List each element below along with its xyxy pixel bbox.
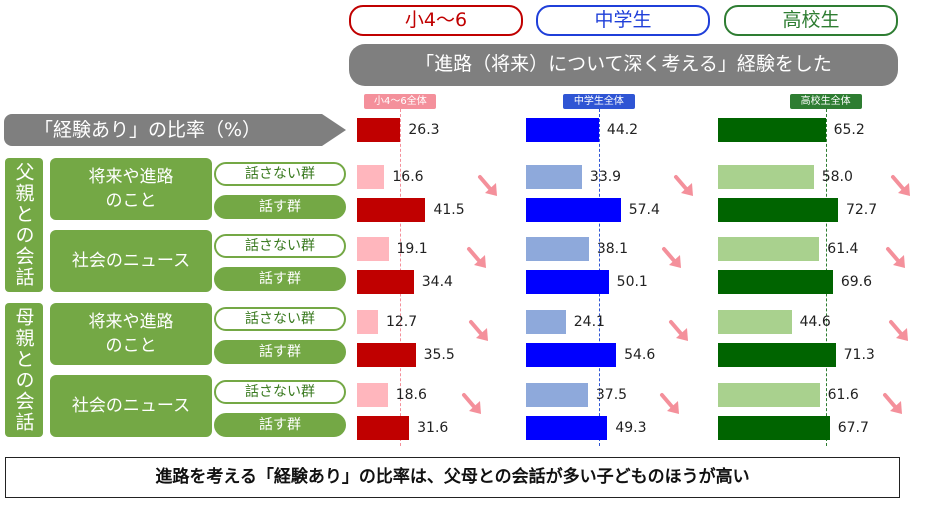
title-banner: 「進路（将来）について深く考える」経験をした — [349, 44, 898, 86]
value-label-high-school-5: 44.6 — [799, 314, 831, 330]
bar-elementary-4 — [357, 270, 414, 294]
total-tag-elementary: 小4〜6全体 — [364, 94, 437, 109]
increase-arrow-icon — [661, 247, 681, 268]
value-label-junior-high-8: 49.3 — [615, 420, 647, 436]
bar-junior-high-7 — [526, 383, 588, 407]
overall-row-label: 「経験あり」の比率（%） — [4, 114, 346, 146]
value-label-junior-high-3: 38.1 — [596, 241, 629, 257]
reference-line-elementary — [400, 104, 402, 446]
value-label-high-school-8: 67.7 — [837, 420, 869, 436]
topic-label-mother-future: 将来や進路 のこと — [50, 303, 212, 365]
increase-arrow-icon — [466, 247, 486, 268]
bar-elementary-6 — [357, 343, 416, 367]
value-label-junior-high-0: 44.2 — [606, 122, 639, 138]
increase-arrow-icon — [885, 247, 905, 268]
value-label-elementary-6: 35.5 — [423, 347, 455, 363]
value-label-high-school-6: 71.3 — [843, 347, 875, 363]
bar-junior-high-3 — [526, 237, 589, 261]
reference-line-junior-high — [598, 104, 600, 446]
bar-high-school-3 — [718, 237, 820, 261]
right-arrow-icon — [310, 114, 346, 146]
value-label-junior-high-5: 24.1 — [573, 314, 605, 330]
value-label-elementary-2: 41.5 — [433, 202, 465, 218]
header-group-high-school: 高校生 — [724, 5, 898, 36]
bar-junior-high-8 — [526, 416, 608, 440]
value-label-elementary-7: 18.6 — [395, 387, 427, 403]
value-label-junior-high-6: 54.6 — [624, 347, 656, 363]
header-group-junior-high: 中学生 — [536, 5, 710, 36]
bar-high-school-7 — [718, 383, 820, 407]
bar-high-school-1 — [718, 165, 814, 189]
bar-high-school-6 — [718, 343, 836, 367]
value-label-junior-high-4: 50.1 — [616, 274, 648, 290]
value-label-high-school-4: 69.6 — [840, 274, 872, 290]
mother-section-label: 母親との会話 — [5, 303, 43, 437]
value-label-elementary-1: 16.6 — [392, 169, 424, 185]
value-label-high-school-2: 72.7 — [845, 202, 878, 218]
increase-arrow-icon — [888, 320, 908, 341]
bar-elementary-3 — [357, 237, 389, 261]
increase-arrow-icon — [890, 175, 910, 196]
increase-arrow-icon — [478, 175, 498, 196]
father-section-label: 父親との会話 — [5, 158, 43, 292]
value-label-elementary-0: 26.3 — [408, 122, 440, 138]
pill-talk-2: 話す群 — [214, 267, 346, 291]
increase-arrow-icon — [462, 393, 482, 414]
pill-not-talk-2: 話さない群 — [214, 234, 346, 258]
bar-elementary-7 — [357, 383, 388, 407]
bar-junior-high-5 — [526, 310, 566, 334]
pill-talk-1: 話す群 — [214, 195, 346, 219]
bar-high-school-5 — [718, 310, 792, 334]
pill-not-talk-4: 話さない群 — [214, 380, 346, 404]
topic-label-father-future: 将来や進路 のこと — [50, 158, 212, 220]
value-label-junior-high-2: 57.4 — [628, 202, 660, 218]
bar-junior-high-1 — [526, 165, 582, 189]
topic-label-mother-news: 社会のニュース — [50, 375, 212, 437]
increase-arrow-icon — [882, 393, 902, 414]
pill-not-talk-1: 話さない群 — [214, 162, 346, 186]
bar-junior-high-6 — [526, 343, 617, 367]
bar-elementary-1 — [357, 165, 385, 189]
bar-high-school-0 — [718, 118, 826, 142]
total-tag-high-school: 高校生全体 — [789, 94, 862, 109]
pill-talk-3: 話す群 — [214, 340, 346, 364]
bar-high-school-2 — [718, 198, 838, 222]
bar-high-school-8 — [718, 416, 830, 440]
value-label-junior-high-1: 33.9 — [589, 169, 622, 185]
value-label-high-school-0: 65.2 — [833, 122, 865, 138]
total-tag-junior-high: 中学生全体 — [562, 94, 635, 109]
value-label-elementary-4: 34.4 — [421, 274, 453, 290]
bar-junior-high-4 — [526, 270, 609, 294]
bar-high-school-4 — [718, 270, 833, 294]
value-label-high-school-1: 58.0 — [821, 169, 853, 185]
value-label-high-school-7: 61.6 — [827, 387, 859, 403]
pill-talk-4: 話す群 — [214, 413, 346, 437]
value-label-elementary-3: 19.1 — [396, 241, 428, 257]
topic-label-father-news: 社会のニュース — [50, 230, 212, 292]
bar-elementary-5 — [357, 310, 378, 334]
value-label-elementary-8: 31.6 — [417, 420, 449, 436]
overall-row-label-text: 「経験あり」の比率（%） — [4, 114, 312, 146]
increase-arrow-icon — [468, 320, 488, 341]
header-group-elementary: 小4〜6 — [349, 5, 523, 36]
bar-elementary-2 — [357, 198, 426, 222]
increase-arrow-icon — [660, 393, 680, 414]
reference-line-high-school — [825, 104, 827, 446]
bar-junior-high-2 — [526, 198, 621, 222]
pill-not-talk-3: 話さない群 — [214, 307, 346, 331]
bar-elementary-8 — [357, 416, 410, 440]
increase-arrow-icon — [669, 320, 689, 341]
value-label-high-school-3: 61.4 — [827, 241, 859, 257]
bar-elementary-0 — [357, 118, 401, 142]
increase-arrow-icon — [673, 175, 693, 196]
value-label-elementary-5: 12.7 — [385, 314, 418, 330]
bar-junior-high-0 — [526, 118, 599, 142]
value-label-junior-high-7: 37.5 — [595, 387, 628, 403]
footer-note: 進路を考える「経験あり」の比率は、父母との会話が多い子どものほうが高い — [5, 457, 900, 498]
